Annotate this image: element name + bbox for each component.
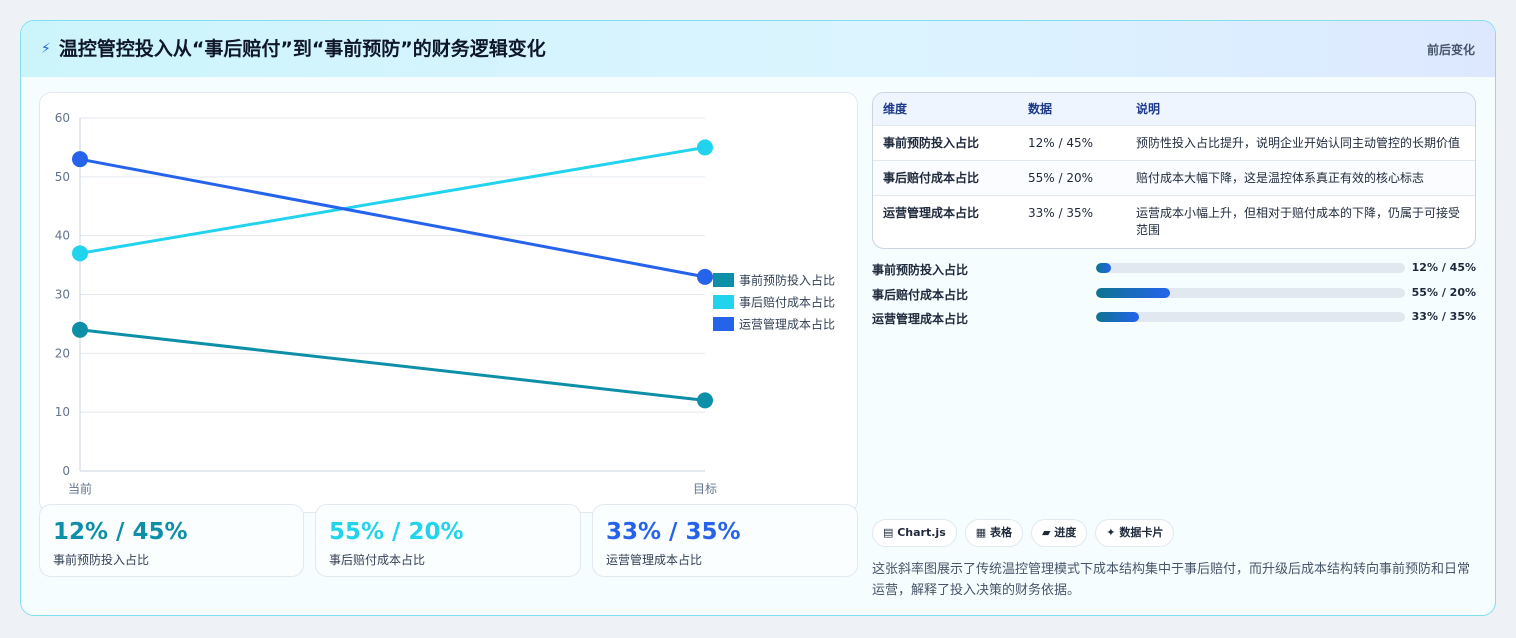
tag-progress[interactable]: ▰ 进度 [1030,519,1088,547]
table-icon: ▦ [975,526,990,539]
table-cell: 事后赔付成本占比 [873,159,1018,195]
stat-label: 事后赔付成本占比 [329,553,426,567]
progress-fill [1096,263,1112,273]
page-title: 温控管控投入从“事后赔付”到“事前预防”的财务逻辑变化 [58,38,546,60]
progress-label: 运营管理成本占比 [872,312,969,326]
series-line-1 [79,145,706,255]
legend-swatch[interactable] [713,317,734,331]
progress-fill [1096,287,1171,298]
header-badge: 前后变化 [1426,43,1475,57]
legend-swatch[interactable] [713,295,734,309]
slope-chart: 0 10 20 30 40 50 60 当前 目标 事前预防投入占比事后赔付成本占比运营管理成本… [55,111,835,496]
legend-swatch[interactable] [713,273,734,287]
table-header-row: 维度 数据 说明 [873,93,1475,125]
stat-label: 运营管理成本占比 [606,553,703,567]
table-cell: 赔付成本大幅下降，这是温控体系真正有效的核心标志 [1126,159,1475,195]
sparkle-icon: ✦ [1106,526,1120,539]
table-row: 事前预防投入占比 12% / 45% 预防性投入占比提升，说明企业开始认同主动管… [873,124,1475,160]
y-tick-label: 30 [55,288,70,302]
legend-label[interactable]: 运营管理成本占比 [739,317,835,332]
legend-label[interactable]: 事前预防投入占比 [739,273,835,288]
data-point[interactable] [72,245,88,262]
progress-track [1096,312,1405,322]
stat-card-2: 33% / 35% 运营管理成本占比 [592,504,858,577]
progress-value: 12% / 45% [1411,261,1476,274]
table-row: 事后赔付成本占比 55% / 20% 赔付成本大幅下降，这是温控体系真正有效的核… [873,159,1475,195]
table-cell: 事前预防投入占比 [873,124,1018,160]
progress-value: 55% / 20% [1411,285,1476,299]
tag-label: 表格 [989,526,1012,539]
stat-card-1: 55% / 20% 事后赔付成本占比 [315,504,581,577]
progress-value: 33% / 35% [1411,310,1476,323]
progress-label: 事后赔付成本占比 [872,287,969,302]
progress-track [1096,263,1405,273]
tag-label: 数据卡片 [1119,526,1164,539]
stat-value: 12% / 45% [53,519,188,545]
data-point[interactable] [697,268,713,285]
progress-icon: ▰ [1041,526,1055,539]
table-cell: 12% / 45% [1018,124,1126,160]
x-tick-label: 当前 [68,481,92,496]
y-tick-label: 40 [55,229,70,243]
y-tick-label: 0 [62,464,70,478]
progress-row: 运营管理成本占比 33% / 35% [872,309,1476,334]
progress-label: 事前预防投入占比 [872,263,969,277]
table-header: 数据 [1028,102,1053,117]
tag-data-card[interactable]: ✦ 数据卡片 [1095,519,1175,547]
progress-track [1096,287,1405,298]
tag-table[interactable]: ▦ 表格 [964,519,1023,547]
data-point[interactable] [72,321,88,338]
description: 这张斜率图展示了传统温控管理模式下成本结构集中于事后赔付，而升级后成本结构转向事… [872,562,1471,598]
progress-row: 事前预防投入占比 12% / 45% [872,260,1476,285]
tag-label: 进度 [1054,526,1077,539]
y-tick-label: 60 [55,111,70,125]
stat-label: 事前预防投入占比 [53,553,150,567]
data-table: 维度 数据 说明 事前预防投入占比 12% / 45% 预防性投入占比提升，说明… [872,92,1476,249]
title-wrap: ⚡ 温控管控投入从“事后赔付”到“事前预防”的财务逻辑变化 [41,37,546,61]
table-header: 维度 [883,102,908,117]
stat-value: 55% / 20% [329,519,464,545]
chart-panel: 0 10 20 30 40 50 60 当前 目标 事前预防投入占比 事后赔付成本占比 运营管理成本… [39,92,858,513]
y-tick-label: 20 [55,346,70,360]
legend-label[interactable]: 事后赔付成本占比 [739,295,835,310]
y-tick-label: 10 [55,405,70,419]
chart-icon: ▤ [883,526,898,539]
series-line-0 [79,328,706,402]
x-tick-label: 目标 [693,482,717,496]
tag-list: ▤ Chart.js ▦ 表格 ▰ 进度 ✦ 数据卡片 [872,519,1175,547]
data-point[interactable] [697,392,713,409]
table-cell: 运营管理成本占比 [873,194,1018,248]
y-tick-label: 50 [55,170,70,184]
data-point[interactable] [697,139,713,156]
table-cell: 运营成本小幅上升，但相对于赔付成本的下降，仍属于可接受范围 [1126,194,1475,248]
stat-value: 33% / 35% [606,519,741,545]
series-line-2 [79,157,706,279]
tag-label: Chart.js [897,526,946,539]
bolt-icon: ⚡ [41,41,51,57]
table-cell: 55% / 20% [1018,159,1126,195]
progress-row: 事后赔付成本占比 55% / 20% [872,285,1476,310]
table-cell: 预防性投入占比提升，说明企业开始认同主动管控的长期价值 [1126,124,1475,160]
stat-card-0: 12% / 45% 事前预防投入占比 [39,504,304,577]
progress-list: 事前预防投入占比 12% / 45% 事后赔付成本占比 55% / 20% 运营… [872,260,1476,334]
table-header: 说明 [1136,102,1161,117]
table-cell: 33% / 35% [1018,194,1126,248]
tag-chartjs[interactable]: ▤ Chart.js [872,519,957,547]
table-row: 运营管理成本占比 33% / 35% 运营成本小幅上升，但相对于赔付成本的下降，… [873,194,1475,248]
progress-fill [1096,312,1140,322]
card-header: ⚡ 温控管控投入从“事后赔付”到“事前预防”的财务逻辑变化 前后变化 [21,21,1495,77]
data-point[interactable] [72,151,88,168]
